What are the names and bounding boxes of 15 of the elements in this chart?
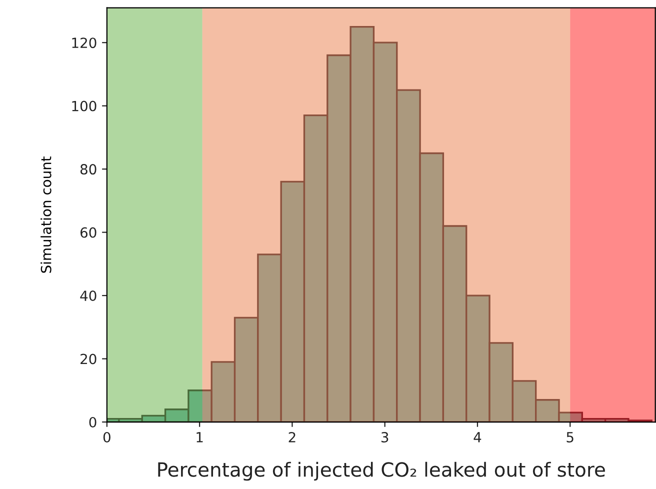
y-tick-label: 0 xyxy=(89,416,96,428)
y-tick-label: 40 xyxy=(80,290,96,302)
y-tick-label: 60 xyxy=(80,227,96,238)
x-tick-label: 4 xyxy=(474,432,482,442)
y-tick-label: 20 xyxy=(80,354,96,364)
y-tick-label: 100 xyxy=(72,100,96,112)
x-axis-title: Percentage of injected CO₂ leaked out of store xyxy=(158,462,605,481)
x-tick-label: 3 xyxy=(381,432,388,442)
y-axis-title: Simulation count xyxy=(40,156,52,273)
x-tick-label: 1 xyxy=(196,432,203,442)
x-tick-label: 2 xyxy=(288,432,296,442)
x-tick-label: 5 xyxy=(566,432,574,442)
y-tick-label: 80 xyxy=(80,164,96,175)
y-tick-label: 120 xyxy=(72,38,96,48)
x-tick-label: 0 xyxy=(103,432,110,442)
